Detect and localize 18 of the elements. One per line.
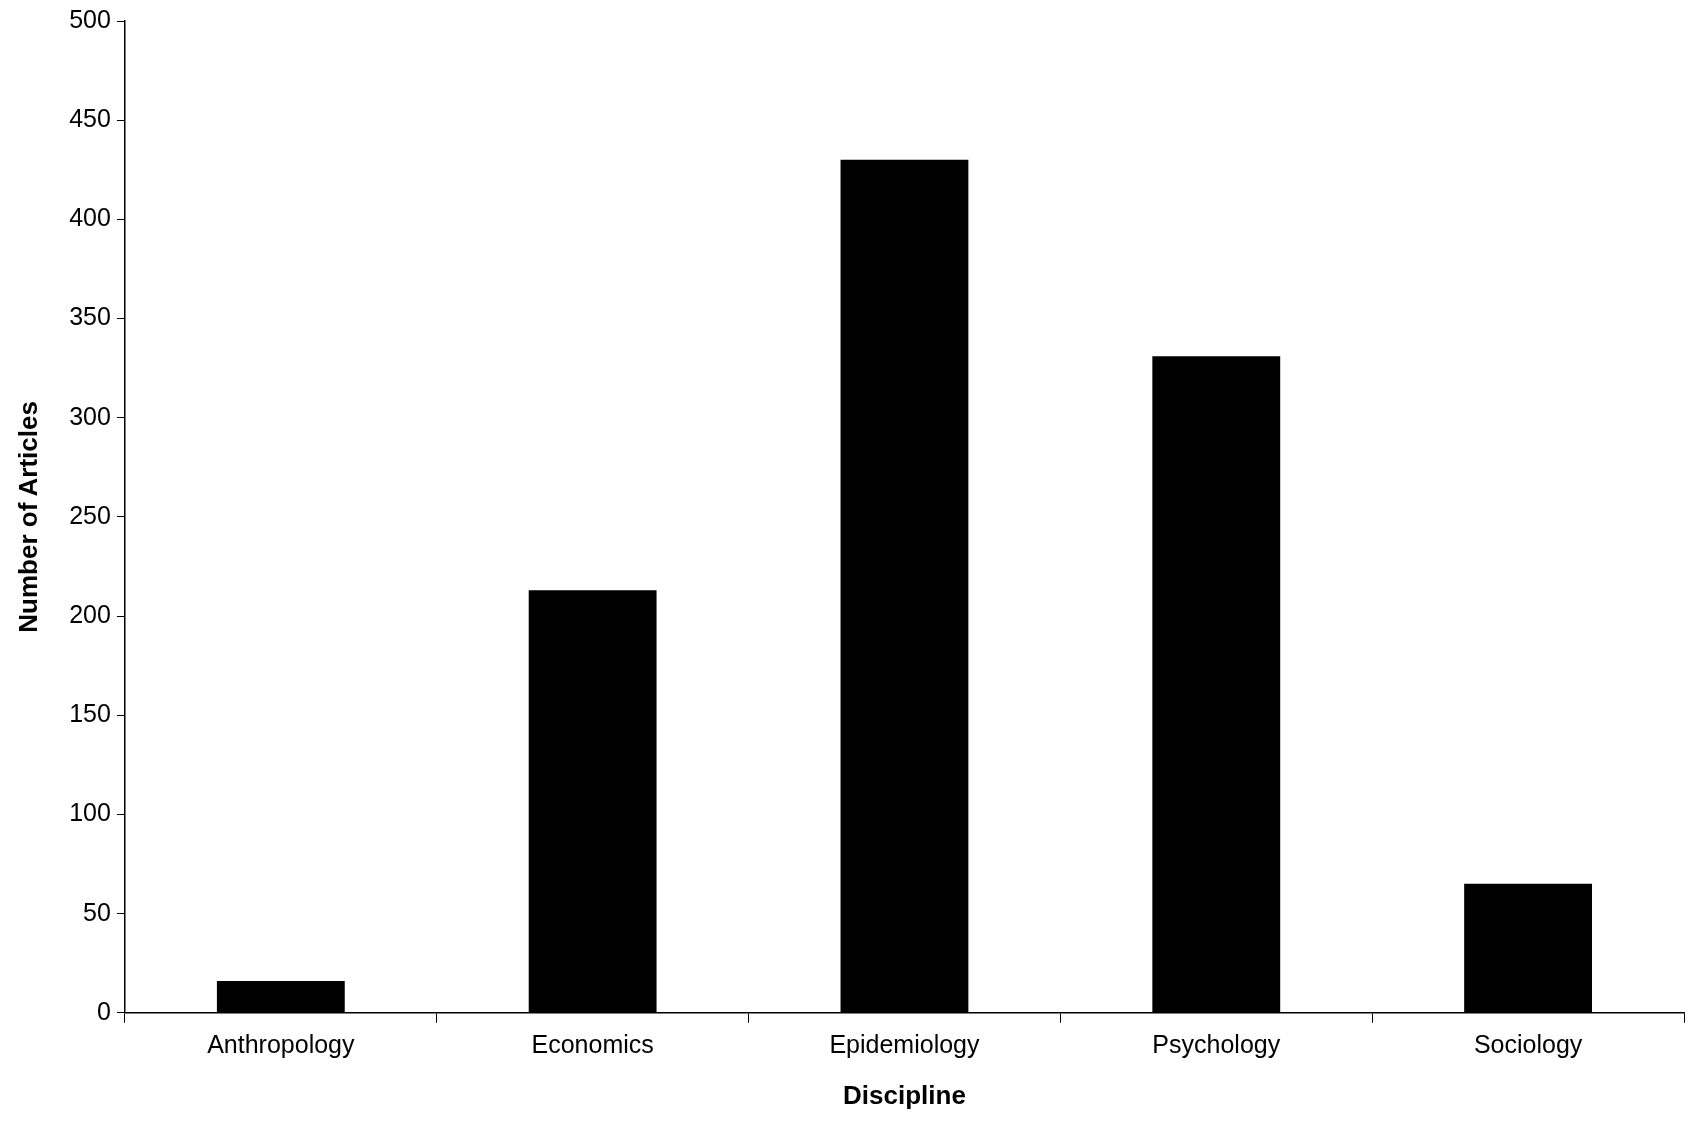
y-tick-label: 250 <box>69 500 111 529</box>
y-tick-label: 300 <box>69 401 111 430</box>
y-tick-label: 450 <box>69 104 111 133</box>
x-tick-label: Epidemiology <box>829 1029 980 1058</box>
y-tick-label: 0 <box>97 996 111 1025</box>
x-tick-label: Sociology <box>1473 1029 1583 1058</box>
y-tick-label: 150 <box>69 699 111 728</box>
x-tick-label: Economics <box>531 1029 654 1058</box>
x-axis-title: Discipline <box>843 1079 966 1110</box>
x-tick-label: Anthropology <box>207 1029 355 1058</box>
y-tick-label: 500 <box>69 4 111 33</box>
y-tick-label: 350 <box>69 302 111 331</box>
y-tick-label: 50 <box>83 897 111 926</box>
y-tick-label: 200 <box>69 599 111 628</box>
y-axis-title: Number of Articles <box>12 401 43 633</box>
x-tick-label: Psychology <box>1152 1029 1281 1058</box>
y-tick-label: 100 <box>69 798 111 827</box>
y-tick-label: 400 <box>69 203 111 232</box>
